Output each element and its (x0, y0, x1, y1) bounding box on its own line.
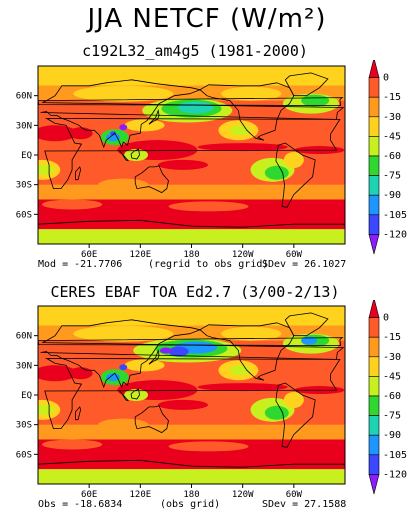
panel2-colorbar: 0 -15 -30 -45 -60 -75 -90 -105 -120 (368, 300, 407, 495)
colorbar-level-label: -45 (383, 131, 401, 142)
colorbar-level-label: 0 (383, 73, 389, 84)
colorbar-level-label: -105 (383, 210, 407, 221)
y-tick-label: 30N (16, 121, 32, 131)
panel2-coastlines (38, 312, 345, 484)
colorbar-level-label: -120 (383, 229, 407, 240)
colorbar-level-label: -90 (383, 430, 401, 441)
panel1-sdev-stat: SDev = 26.1027 (262, 259, 347, 270)
x-tick-label: 60W (286, 250, 303, 260)
y-tick-label: 60N (16, 92, 32, 102)
colorbar-level-label: -75 (383, 411, 401, 422)
panel1-colorbar: 0 -15 -30 -45 -60 -75 -90 -105 -120 (368, 60, 407, 255)
x-tick-label: 120W (232, 490, 254, 500)
y-tick-label: 60S (16, 450, 32, 460)
panel2-title: CERES EBAF TOA Ed2.7 (3/00-2/13) (50, 283, 340, 301)
colorbar-level-label: -105 (383, 450, 407, 461)
panel1-mean-stat: Mod = -21.7706 (38, 259, 123, 270)
x-tick-label: 60E (81, 250, 97, 260)
y-tick-label: EQ (21, 391, 32, 401)
panel2-sdev-stat: SDev = 27.1588 (262, 499, 347, 510)
panel2-mean-stat: Obs = -18.6834 (38, 499, 123, 510)
colorbar-level-label: 0 (383, 313, 389, 324)
colorbar-level-label: -90 (383, 190, 401, 201)
x-tick-label: 120E (129, 490, 151, 500)
panel2-grid-note: (obs grid) (160, 499, 221, 510)
colorbar-level-label: -15 (383, 332, 401, 343)
x-tick-label: 120E (129, 250, 151, 260)
panel1-coastlines (38, 72, 345, 244)
x-tick-label: 60W (286, 490, 303, 500)
x-tick-label: 60E (81, 490, 97, 500)
colorbar-level-label: -60 (383, 151, 401, 162)
colorbar-level-label: -30 (383, 112, 401, 123)
figure-title: JJA NETCF (W/m²) (87, 4, 327, 34)
y-tick-label: 30S (16, 421, 32, 431)
y-tick-label: 60S (16, 210, 32, 220)
colorbar-level-label: -60 (383, 391, 401, 402)
y-tick-label: 30N (16, 361, 32, 371)
colorbar-level-label: -30 (383, 352, 401, 363)
panel2-map-chart: 60E 120E 180 120W 60W 60N 30N EQ 30S 60S 0 -15 -30 -4… (16, 300, 407, 500)
colorbar-level-label: -120 (383, 469, 407, 480)
y-tick-label: EQ (21, 151, 32, 161)
panel1-title: c192L32_am4g5 (1981-2000) (82, 42, 308, 60)
y-tick-label: 30S (16, 181, 32, 191)
x-tick-label: 180 (183, 490, 199, 500)
panel2-field (38, 306, 345, 484)
colorbar-level-label: -45 (383, 371, 401, 382)
x-tick-label: 120W (232, 250, 254, 260)
panel1-field (38, 66, 345, 244)
panel1-map-chart: 60E 120E 180 120W 60W 60N 30N EQ 30S 60S 0 -15 -30 -4… (16, 60, 407, 260)
colorbar-level-label: -75 (383, 171, 401, 182)
y-tick-label: 60N (16, 332, 32, 342)
x-tick-label: 180 (183, 250, 199, 260)
colorbar-level-label: -15 (383, 92, 401, 103)
panel1-grid-note: (regrid to obs grid) (148, 259, 269, 270)
